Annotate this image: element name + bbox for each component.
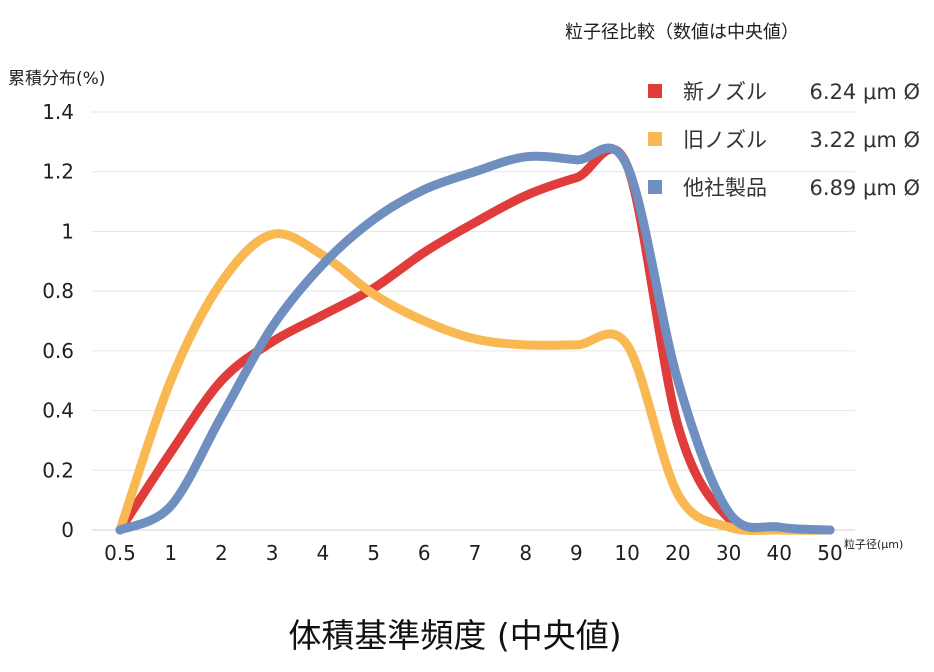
y-tick-labels: 0 0.2 0.4 0.6 0.8 1 1.2 1.4	[42, 100, 74, 542]
y-tick-label: 0.4	[42, 399, 74, 423]
chart-subtitle: 粒子径比較（数値は中央値）	[565, 22, 799, 43]
y-tick-label: 0.2	[42, 458, 74, 482]
x-tick-label: 4	[316, 541, 329, 565]
series-lines	[115, 143, 835, 536]
x-tick-label: 50	[817, 541, 842, 565]
x-tick-label: 2	[215, 541, 228, 565]
x-tick-label: 30	[716, 541, 741, 565]
legend-swatch	[648, 132, 662, 146]
y-axis-label: 累積分布(%)	[8, 69, 105, 89]
x-tick-label: 10	[614, 541, 639, 565]
y-tick-label: 0	[61, 518, 74, 542]
x-tick-label: 6	[418, 541, 431, 565]
legend-series-name: 新ノズル	[683, 80, 767, 104]
x-tick-label: 5	[367, 541, 380, 565]
legend: 新ノズル 6.24 μm Ø 旧ノズル 3.22 μm Ø 他社製品 6.89 μm Ø	[648, 80, 920, 200]
x-tick-label: 8	[519, 541, 532, 565]
x-tick-label: 3	[266, 541, 279, 565]
y-tick-label: 1.4	[42, 100, 74, 124]
y-tick-label: 1	[61, 219, 74, 243]
legend-median-value: 6.24 μm Ø	[810, 80, 920, 104]
x-tick-label: 1	[164, 541, 177, 565]
legend-median-value: 3.22 μm Ø	[810, 128, 920, 152]
x-tick-label: 7	[469, 541, 482, 565]
x-tick-label: 40	[767, 541, 792, 565]
x-tick-label: 0.5	[104, 541, 136, 565]
chart-title: 体積基準頻度 (中央値)	[288, 616, 621, 655]
series-line-1	[115, 144, 835, 535]
legend-swatch	[648, 84, 662, 98]
x-tick-label: 20	[665, 541, 690, 565]
legend-swatch	[648, 180, 662, 194]
series-line-3	[115, 143, 835, 535]
legend-series-name: 旧ノズル	[683, 128, 767, 152]
series-line-2	[115, 229, 835, 536]
x-tick-labels: 0.5 1 2 3 4 5 6 7 8 9 10 20 30 40 50	[104, 541, 843, 565]
legend-series-name: 他社製品	[683, 176, 767, 200]
legend-median-value: 6.89 μm Ø	[810, 176, 920, 200]
y-tick-label: 0.8	[42, 279, 74, 303]
y-tick-label: 1.2	[42, 160, 74, 184]
y-tick-label: 0.6	[42, 339, 74, 363]
x-axis-label: 粒子径(μm)	[844, 537, 903, 551]
x-tick-label: 9	[570, 541, 583, 565]
